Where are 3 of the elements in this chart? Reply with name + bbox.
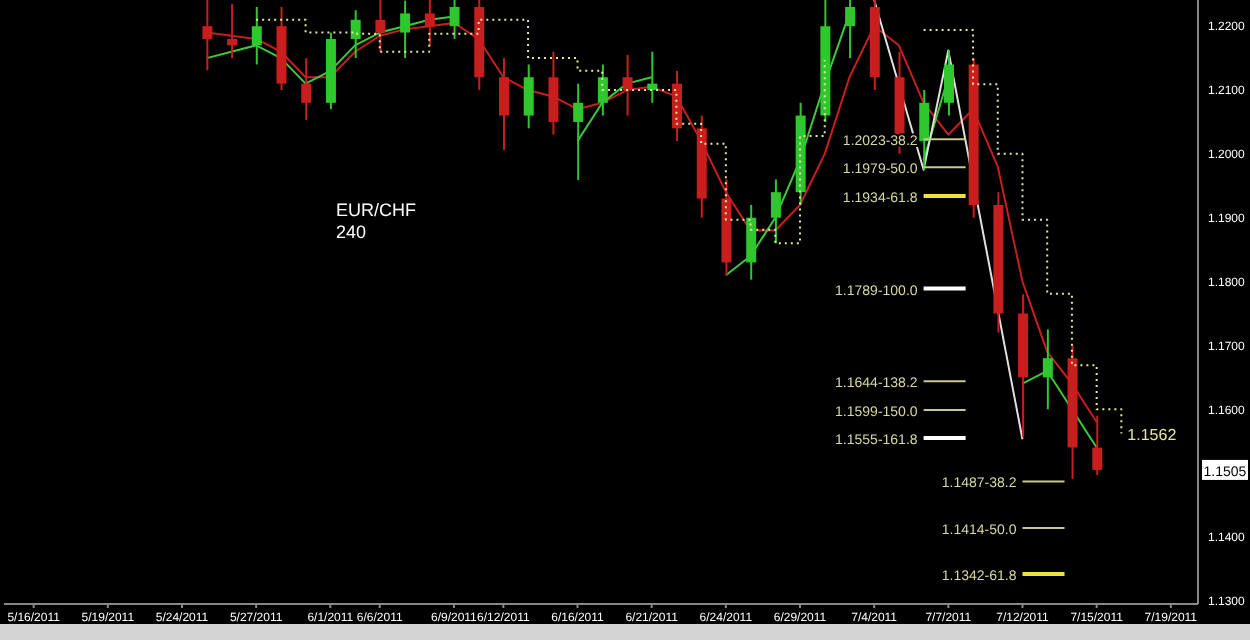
text: EUR/CHF: [336, 200, 416, 222]
data-label: 1.1562: [1127, 425, 1178, 444]
text: 240: [336, 222, 369, 244]
